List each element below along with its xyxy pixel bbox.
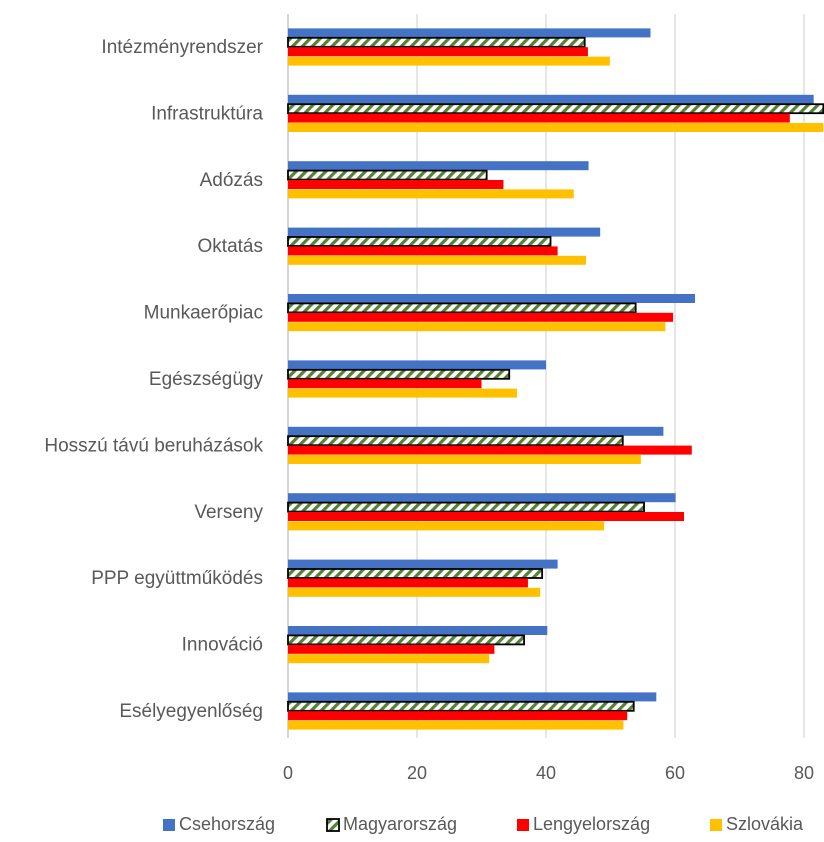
bar-csehorszag-egeszsegugy bbox=[288, 360, 546, 370]
bar-szlovakia-eselyegyenloseg bbox=[288, 720, 624, 730]
x-tick-label-20: 20 bbox=[407, 763, 427, 783]
legend-label-csehorszag: Csehország bbox=[179, 814, 275, 834]
x-tick-label-60: 60 bbox=[665, 763, 685, 783]
bar-csehorszag-adozas bbox=[288, 161, 589, 171]
bar-lengyelorszag-adozas bbox=[288, 180, 504, 189]
category-label-innovacio: Innováció bbox=[182, 635, 263, 656]
bar-szlovakia-verseny bbox=[288, 521, 605, 531]
bar-lengyelorszag-infrastruktura bbox=[288, 113, 790, 123]
category-label-ppp-egyuttmukodes: PPP együttműködés bbox=[91, 568, 263, 589]
bar-szlovakia-egeszsegugy bbox=[288, 388, 517, 398]
bar-szlovakia-innovacio bbox=[288, 654, 490, 664]
bar-csehorszag-munkaeropiac bbox=[288, 294, 695, 303]
bar-csehorszag-ppp-egyuttmukodes bbox=[288, 559, 558, 569]
legend-label-szlovakia: Szlovákia bbox=[726, 814, 804, 834]
bar-csehorszag-hosszu-tavu-beruhazasok bbox=[288, 426, 664, 436]
bar-magyarorszag-munkaeropiac bbox=[287, 302, 637, 314]
x-tick-label-80: 80 bbox=[794, 763, 814, 783]
bar-lengyelorszag-ppp-egyuttmukodes bbox=[288, 578, 528, 588]
bar-szlovakia-infrastruktura bbox=[288, 123, 824, 132]
bar-lengyelorszag-egeszsegugy bbox=[288, 379, 482, 389]
x-tick-label-40: 40 bbox=[536, 763, 556, 783]
bar-lengyelorszag-intezmenyrendszer bbox=[288, 47, 588, 57]
legend-marker-csehorszag bbox=[163, 819, 175, 831]
bar-lengyelorszag-innovacio bbox=[288, 644, 495, 654]
bar-szlovakia-intezmenyrendszer bbox=[288, 56, 610, 66]
bar-lengyelorszag-eselyegyenloseg bbox=[288, 711, 628, 721]
bar-csehorszag-eselyegyenloseg bbox=[288, 692, 657, 702]
bar-szlovakia-oktatas bbox=[288, 255, 586, 265]
category-label-infrastruktura: Infrastruktúra bbox=[151, 103, 263, 124]
legend: Csehország Magyarország Lengyelország Szlov… bbox=[163, 814, 804, 834]
bar-szlovakia-munkaeropiac bbox=[288, 322, 666, 332]
category-label-hosszu-tavu-beruhazasok: Hosszú távú beruházások bbox=[44, 435, 263, 456]
x-tick-label-0: 0 bbox=[283, 763, 293, 783]
bar-csehorszag-oktatas bbox=[288, 227, 601, 237]
bar-magyarorszag-eselyegyenloseg bbox=[287, 700, 635, 712]
category-label-intezmenyrendszer: Intézményrendszer bbox=[101, 37, 263, 58]
bar-lengyelorszag-munkaeropiac bbox=[288, 312, 674, 322]
legend-marker-szlovakia bbox=[710, 819, 722, 831]
bar-szlovakia-hosszu-tavu-beruhazasok bbox=[288, 455, 641, 464]
bar-csehorszag-infrastruktura bbox=[288, 94, 814, 104]
bars-group bbox=[287, 28, 824, 730]
legend-marker-lengyelorszag bbox=[517, 819, 529, 831]
category-label-oktatas: Oktatás bbox=[198, 236, 263, 257]
bar-csehorszag-verseny bbox=[288, 493, 676, 503]
bar-magyarorszag-innovacio bbox=[287, 634, 525, 646]
category-label-verseny: Verseny bbox=[194, 502, 263, 523]
bar-magyarorszag-oktatas bbox=[287, 236, 552, 247]
bar-magyarorszag-verseny bbox=[287, 501, 645, 513]
bar-szlovakia-ppp-egyuttmukodes bbox=[288, 587, 541, 597]
bar-magyarorszag-hosszu-tavu-beruhazasok bbox=[287, 435, 624, 447]
category-label-eselyegyenloseg: Esélyegyenlőség bbox=[119, 701, 263, 722]
bar-magyarorszag-adozas bbox=[287, 169, 488, 181]
legend-label-lengyelorszag: Lengyelország bbox=[533, 814, 650, 834]
bar-szlovakia-adozas bbox=[288, 189, 574, 199]
category-label-munkaeropiac: Munkaerőpiac bbox=[144, 303, 263, 324]
bar-csehorszag-intezmenyrendszer bbox=[288, 28, 651, 38]
legend-marker-magyarorszag bbox=[326, 818, 340, 832]
bar-csehorszag-innovacio bbox=[288, 626, 548, 635]
legend-label-magyarorszag: Magyarország bbox=[343, 814, 457, 834]
bar-magyarorszag-intezmenyrendszer bbox=[287, 36, 586, 48]
category-label-egeszsegugy: Egészségügy bbox=[149, 369, 264, 390]
category-labels: Intézményrendszer Infrastruktúra Adózás Okt… bbox=[44, 37, 263, 722]
bar-magyarorszag-ppp-egyuttmukodes bbox=[287, 568, 544, 579]
gridlines bbox=[287, 14, 805, 738]
bar-magyarorszag-infrastruktura bbox=[287, 103, 824, 115]
bar-lengyelorszag-verseny bbox=[288, 512, 685, 521]
bar-lengyelorszag-oktatas bbox=[288, 246, 558, 256]
bar-lengyelorszag-hosszu-tavu-beruhazasok bbox=[288, 445, 692, 455]
category-label-adozas: Adózás bbox=[200, 170, 263, 191]
x-tick-labels: 0 20 40 60 80 bbox=[283, 763, 814, 783]
bar-magyarorszag-egeszsegugy bbox=[287, 368, 511, 380]
